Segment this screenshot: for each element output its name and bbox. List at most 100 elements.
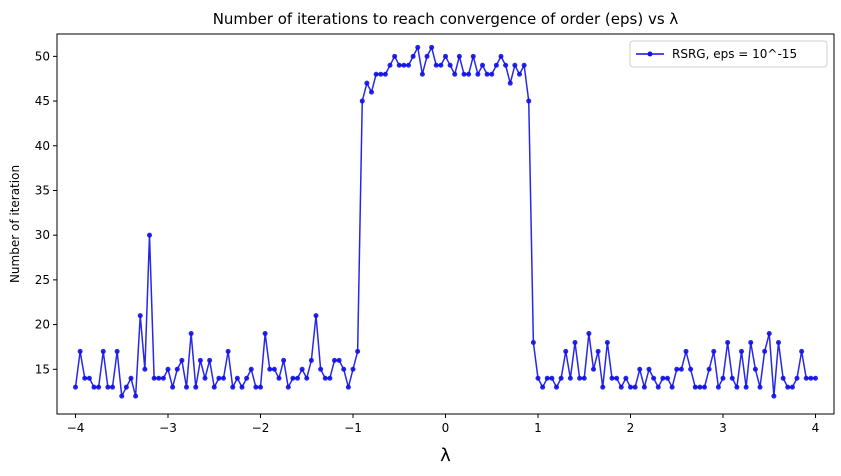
y-tick-label: 45 xyxy=(35,94,50,108)
x-tick-label: 3 xyxy=(719,421,727,435)
x-tick-label: 1 xyxy=(534,421,542,435)
data-point xyxy=(493,62,499,68)
data-point xyxy=(461,71,467,77)
data-point xyxy=(160,375,166,381)
x-axis-ticks: −4 −3 −2 −1 0 1 2 3 4 xyxy=(67,414,820,435)
data-point xyxy=(489,71,495,77)
data-point xyxy=(119,393,125,399)
data-point xyxy=(507,80,513,86)
data-point xyxy=(248,366,254,372)
data-point xyxy=(683,348,689,354)
data-point xyxy=(73,384,78,390)
data-point xyxy=(466,71,472,77)
data-point xyxy=(678,366,684,372)
data-point xyxy=(193,384,199,390)
data-point xyxy=(267,366,273,372)
data-point xyxy=(762,348,768,354)
data-point xyxy=(96,384,102,390)
data-point xyxy=(225,348,231,354)
data-point xyxy=(396,62,402,68)
data-point xyxy=(789,384,795,390)
data-point xyxy=(332,357,337,363)
data-point xyxy=(739,348,744,354)
data-point xyxy=(262,331,268,337)
data-point xyxy=(322,375,328,381)
data-point xyxy=(595,348,601,354)
data-point xyxy=(771,393,777,399)
data-point xyxy=(475,71,481,77)
y-tick-label: 50 xyxy=(35,49,50,63)
data-point xyxy=(470,53,476,59)
data-point xyxy=(114,348,120,354)
data-point xyxy=(660,375,666,381)
data-point xyxy=(313,313,319,319)
data-point xyxy=(498,53,504,59)
data-point xyxy=(281,357,287,363)
data-point xyxy=(577,375,583,381)
data-point xyxy=(651,375,657,381)
data-point xyxy=(655,384,661,390)
data-point xyxy=(535,375,541,381)
data-point xyxy=(521,62,527,68)
data-point xyxy=(350,366,356,372)
data-point xyxy=(591,366,596,372)
data-point xyxy=(586,331,592,337)
data-point xyxy=(725,339,731,345)
data-point xyxy=(137,313,143,319)
data-point xyxy=(184,384,189,390)
legend-marker-swatch xyxy=(647,51,653,57)
data-point xyxy=(780,375,786,381)
data-point xyxy=(558,375,564,381)
data-point xyxy=(706,366,712,372)
data-point xyxy=(456,53,462,59)
plot-frame xyxy=(56,33,835,415)
data-point xyxy=(480,62,485,68)
data-point xyxy=(748,339,754,345)
data-point xyxy=(544,375,550,381)
y-tick-label: 40 xyxy=(35,139,50,153)
data-point xyxy=(336,357,342,363)
data-point xyxy=(86,375,92,381)
data-point xyxy=(702,384,707,390)
data-point xyxy=(512,62,518,68)
x-tick-label: 4 xyxy=(812,421,820,435)
data-point xyxy=(632,384,638,390)
data-point xyxy=(406,62,411,68)
y-tick-label: 25 xyxy=(35,273,50,287)
data-point xyxy=(244,375,250,381)
data-point xyxy=(484,71,490,77)
y-tick-label: 35 xyxy=(35,183,50,197)
x-tick-label: −2 xyxy=(252,421,270,435)
data-point xyxy=(105,384,111,390)
data-point xyxy=(123,384,129,390)
data-point xyxy=(757,384,763,390)
y-axis-label: Number of iteration xyxy=(8,165,22,283)
data-point xyxy=(133,393,139,399)
data-point xyxy=(567,375,573,381)
data-point xyxy=(271,366,277,372)
data-point xyxy=(230,384,236,390)
data-point xyxy=(234,375,240,381)
data-point xyxy=(572,339,578,345)
data-point xyxy=(318,366,324,372)
data-point xyxy=(711,348,717,354)
data-point xyxy=(697,384,703,390)
data-point xyxy=(776,339,781,345)
data-point xyxy=(142,366,148,372)
data-point xyxy=(752,366,758,372)
data-point xyxy=(202,375,208,381)
data-point xyxy=(715,384,721,390)
data-point xyxy=(600,384,606,390)
data-point xyxy=(387,62,393,68)
legend-label: RSRG, eps = 10^-15 xyxy=(672,47,797,61)
data-point xyxy=(82,375,88,381)
data-point xyxy=(100,348,106,354)
x-tick-label: −1 xyxy=(344,421,362,435)
data-point xyxy=(165,366,171,372)
data-point xyxy=(299,366,305,372)
data-point xyxy=(359,98,365,104)
data-point xyxy=(77,348,83,354)
data-point xyxy=(729,375,735,381)
data-point xyxy=(743,384,749,390)
data-point xyxy=(207,357,213,363)
